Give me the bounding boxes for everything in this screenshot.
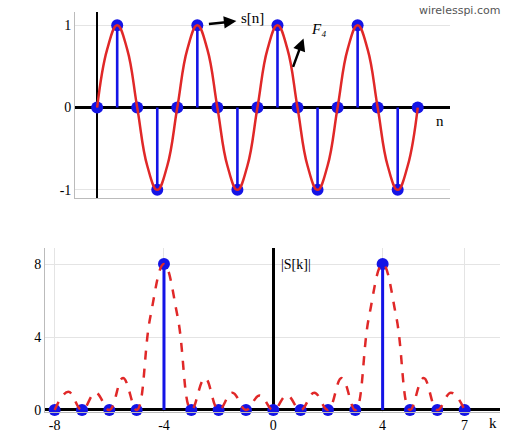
svg-text:0: 0 xyxy=(270,418,277,433)
svg-text:0: 0 xyxy=(34,403,41,418)
svg-text:-1: -1 xyxy=(60,183,72,198)
svg-text:4: 4 xyxy=(34,330,41,345)
svg-text:n: n xyxy=(436,113,444,129)
svg-text:0: 0 xyxy=(64,100,71,115)
svg-text:7: 7 xyxy=(461,418,468,433)
svg-text:wirelesspi.com: wirelesspi.com xyxy=(419,4,500,17)
svg-text:F₄: F₄ xyxy=(311,21,326,37)
svg-text:|S[k]|: |S[k]| xyxy=(281,257,311,272)
svg-text:k: k xyxy=(489,415,497,431)
svg-text:s[n]: s[n] xyxy=(241,10,264,26)
svg-text:8: 8 xyxy=(34,257,41,272)
svg-text:-8: -8 xyxy=(49,418,61,433)
svg-text:4: 4 xyxy=(379,418,386,433)
svg-text:-4: -4 xyxy=(158,418,170,433)
svg-text:1: 1 xyxy=(64,18,71,33)
